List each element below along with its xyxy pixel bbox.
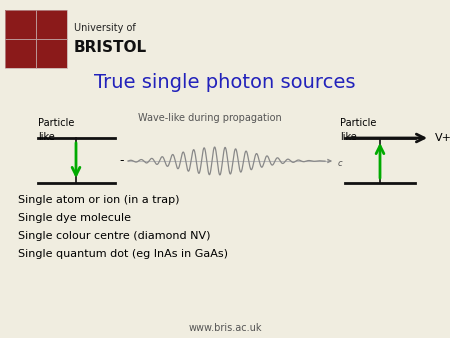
Text: True single photon sources: True single photon sources: [94, 73, 356, 93]
Text: V+: V+: [435, 133, 450, 143]
FancyBboxPatch shape: [5, 10, 67, 68]
Text: Single colour centre (diamond NV): Single colour centre (diamond NV): [18, 231, 211, 241]
Text: -: -: [120, 154, 124, 168]
Text: BRISTOL: BRISTOL: [74, 40, 147, 54]
Text: www.bris.ac.uk: www.bris.ac.uk: [188, 323, 262, 333]
Text: Particle
like: Particle like: [340, 118, 376, 142]
Text: Particle
like: Particle like: [38, 118, 74, 142]
Text: c: c: [338, 160, 342, 169]
Text: Wave-like during propagation: Wave-like during propagation: [138, 113, 282, 123]
Text: Single quantum dot (eg InAs in GaAs): Single quantum dot (eg InAs in GaAs): [18, 249, 228, 259]
Text: Single atom or ion (in a trap): Single atom or ion (in a trap): [18, 195, 180, 205]
Text: Single dye molecule: Single dye molecule: [18, 213, 131, 223]
Text: University of: University of: [74, 23, 136, 33]
